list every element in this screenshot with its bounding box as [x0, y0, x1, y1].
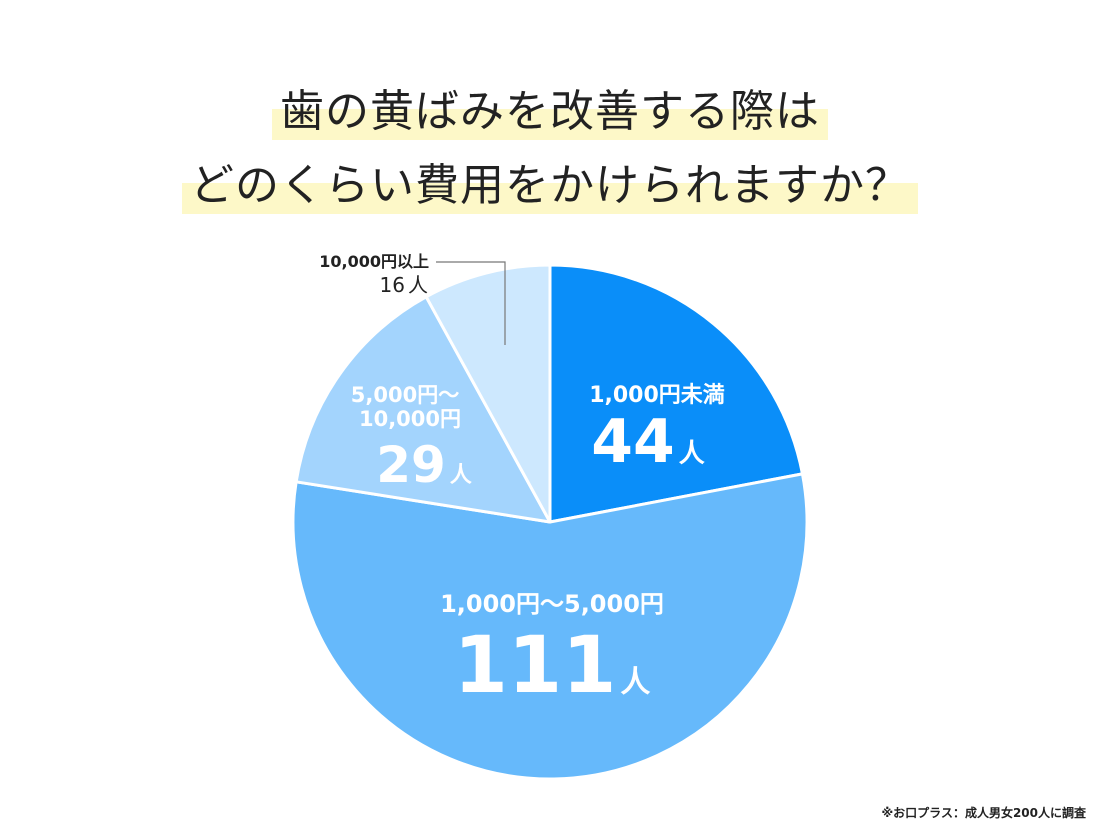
slice-value-unit-0: 人 [679, 439, 705, 469]
slice-value-number-2: 29 [376, 436, 446, 494]
slice-value-number-0: 44 [591, 407, 675, 477]
pie-slice-1 [291, 472, 809, 781]
slice-value-number-3: 16 [380, 273, 405, 297]
slice-value-label-0: 44 人 [591, 407, 705, 477]
slice-category-label-2a: 5,000円～ [351, 383, 459, 407]
slice-value-unit-1: 人 [620, 665, 650, 700]
slice-value-label-2: 29 人 [376, 436, 472, 494]
slice-category-label-2b: 10,000円 [359, 407, 461, 431]
pie-slice-3 [424, 263, 552, 524]
slice-value-label-3: 16 人 [380, 273, 428, 297]
pie-slice-2 [294, 295, 552, 524]
slice-value-unit-3: 人 [408, 273, 428, 297]
slice-value-unit-2: 人 [450, 463, 472, 488]
pie-slice-0 [548, 263, 804, 524]
source-footnote: ※お口プラス：成人男女200人に調査 [881, 806, 1086, 820]
slice-category-label-1: 1,000円～5,000円 [440, 590, 664, 618]
slice-value-label-1: 111 人 [454, 621, 651, 711]
slice-category-label-3: 10,000円以上 [319, 252, 429, 271]
leader-line-3 [436, 261, 506, 345]
chart-title-line-2: どのくらい費用をかけられますか？ [0, 158, 1100, 214]
slice-value-number-1: 111 [454, 621, 617, 711]
chart-title-line-2-text: どのくらい費用をかけられますか？ [182, 158, 918, 214]
chart-title-line-1-text: 歯の黄ばみを改善する際は [272, 84, 828, 140]
chart-title-line-1: 歯の黄ばみを改善する際は [0, 84, 1100, 140]
slice-category-label-0: 1,000円未満 [589, 382, 725, 408]
